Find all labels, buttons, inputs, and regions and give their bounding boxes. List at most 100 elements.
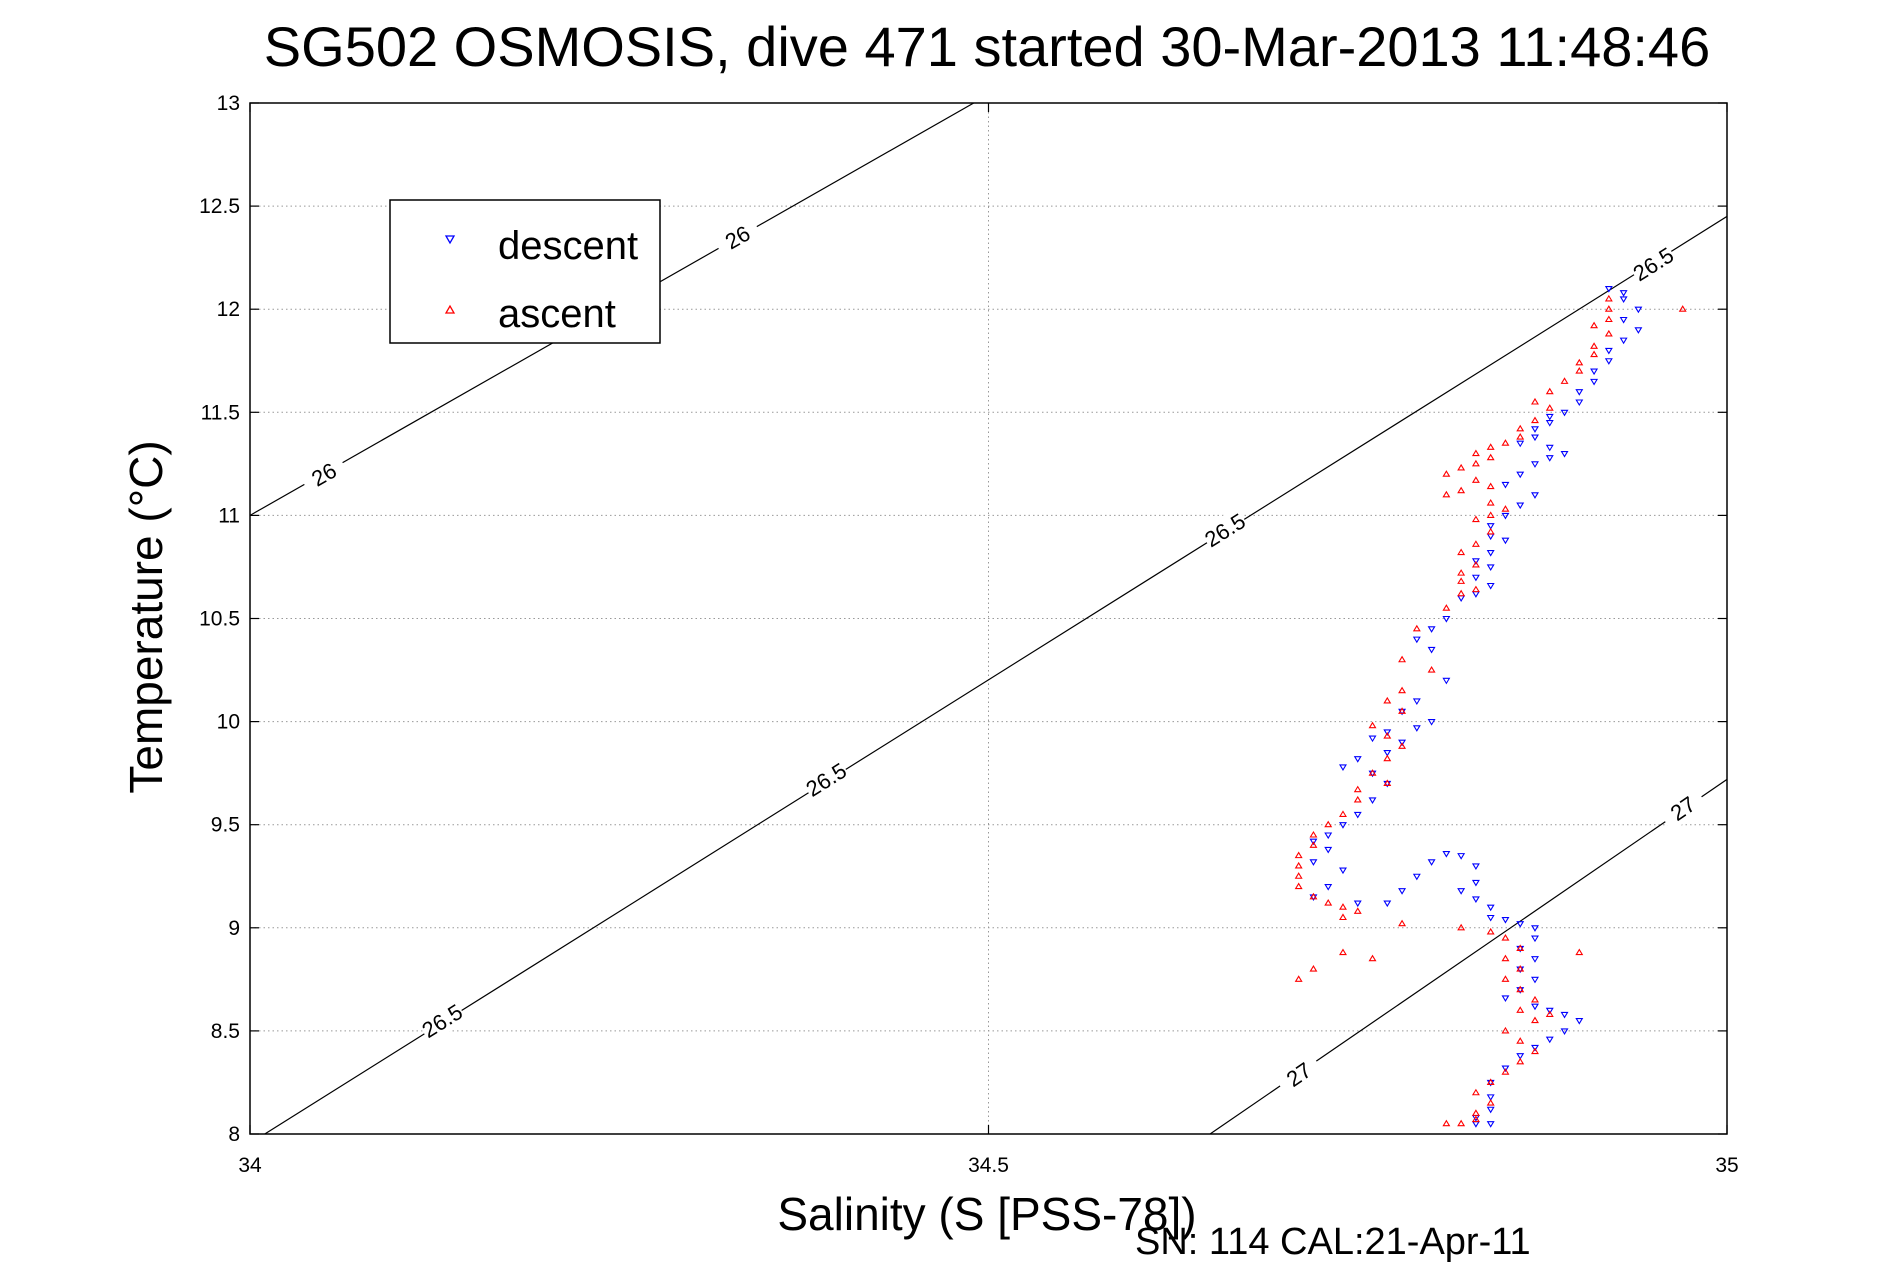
- y-tick-label: 8.5: [211, 1020, 240, 1043]
- descent-point: [1545, 413, 1554, 421]
- descent-point: [1412, 873, 1421, 881]
- ascent-point: [1516, 432, 1525, 440]
- ascent-point: [1486, 927, 1495, 935]
- ascent-point: [1457, 548, 1466, 556]
- descent-point: [1531, 461, 1539, 468]
- descent-point: [1427, 859, 1436, 866]
- descent-point: [1339, 822, 1347, 829]
- descent-point: [1486, 914, 1495, 922]
- descent-point: [1486, 523, 1495, 530]
- descent-point: [1619, 296, 1628, 303]
- descent-point: [1412, 698, 1421, 706]
- descent-point: [1531, 956, 1539, 963]
- serial-calibration-label: SN: 114 CAL:21-Apr-11: [1135, 1221, 1531, 1262]
- ascent-point: [1309, 892, 1318, 900]
- descent-point: [1531, 935, 1539, 943]
- y-tick-label: 9.5: [211, 814, 240, 837]
- descent-point: [1545, 1036, 1554, 1044]
- y-tick-label: 8: [228, 1123, 240, 1146]
- grid-lines: [250, 103, 1727, 1134]
- ascent-point: [1339, 913, 1347, 921]
- descent-point: [1442, 677, 1451, 685]
- descent-point: [1309, 859, 1318, 866]
- descent-point: [1486, 1121, 1495, 1128]
- descent-point: [1516, 502, 1525, 510]
- legend-box: [389, 199, 661, 344]
- ascent-point: [1486, 443, 1495, 450]
- descent-point: [1501, 917, 1510, 924]
- legend-descent-marker: [444, 235, 456, 245]
- ascent-point: [1486, 453, 1495, 461]
- ascent-point: [1486, 527, 1495, 535]
- descent-point: [1383, 900, 1392, 908]
- ascent-point: [1531, 995, 1539, 1003]
- descent-point: [1486, 564, 1495, 572]
- ascent-point: [1531, 397, 1539, 405]
- ascent-point: [1604, 315, 1613, 323]
- contour-label-background: [800, 756, 852, 803]
- ascent-point: [1383, 731, 1392, 739]
- density-contour-line: [264, 215, 1727, 1134]
- descent-point: [1531, 492, 1539, 499]
- y-tick-label: 10.5: [199, 608, 240, 631]
- ascent-point: [1604, 305, 1613, 312]
- ascent-point: [1383, 754, 1392, 762]
- ascent-point: [1457, 1119, 1466, 1127]
- ascent-point: [1501, 1026, 1510, 1034]
- descent-point: [1604, 286, 1613, 293]
- y-axis: 8 8.5 9 9.5 10 10.5 11 11.5 12 12.5 13: [199, 92, 1727, 1146]
- descent-point: [1501, 481, 1510, 489]
- data-points: [1294, 286, 1687, 1128]
- descent-point: [1471, 896, 1480, 904]
- ascent-point: [1398, 707, 1407, 714]
- descent-point: [1471, 863, 1480, 871]
- ascent-point: [1575, 366, 1584, 374]
- descent-point: [1324, 884, 1333, 891]
- descent-point: [1560, 450, 1569, 458]
- descent-point: [1560, 1011, 1569, 1019]
- descent-point: [1339, 764, 1347, 772]
- descent-point: [1412, 725, 1421, 732]
- ascent-point: [1442, 470, 1451, 477]
- descent-point: [1457, 888, 1466, 895]
- descent-point: [1427, 646, 1436, 654]
- descent-point: [1516, 1053, 1525, 1060]
- ascent-point: [1590, 321, 1599, 329]
- x-tick-label: 34.5: [968, 1154, 1009, 1177]
- descent-point: [1486, 1106, 1495, 1114]
- descent-point: [1368, 797, 1377, 805]
- contour-label-background: [1199, 507, 1251, 553]
- ascent-point: [1501, 934, 1510, 941]
- ascent-point: [1353, 795, 1362, 803]
- contour-label-background: [1627, 241, 1679, 287]
- ascent-point: [1501, 1068, 1510, 1075]
- ascent-point: [1368, 954, 1377, 962]
- descent-point: [1486, 904, 1495, 912]
- ascent-point: [1457, 577, 1466, 584]
- descent-point: [1339, 867, 1347, 875]
- descent-point: [1501, 537, 1510, 545]
- ascent-point: [1516, 424, 1525, 432]
- ascent-point: [1516, 1006, 1525, 1013]
- y-tick-label: 9: [228, 917, 240, 940]
- ascent-point: [1353, 785, 1362, 793]
- x-axis-label: Salinity (S [PSS-78]): [777, 1188, 1196, 1240]
- descent-point: [1471, 879, 1480, 887]
- descent-point: [1486, 533, 1495, 541]
- ascent-point: [1294, 975, 1303, 982]
- ascent-point: [1353, 907, 1362, 914]
- descent-point: [1516, 440, 1525, 448]
- descent-point: [1383, 749, 1392, 757]
- ascent-point: [1678, 305, 1687, 312]
- contour-label: 26.5: [802, 758, 852, 802]
- descent-point: [1619, 290, 1628, 297]
- descent-point: [1560, 409, 1569, 417]
- ascent-point: [1486, 1099, 1495, 1106]
- ascent-point: [1398, 686, 1407, 694]
- ascent-point: [1531, 416, 1539, 424]
- descent-point: [1398, 739, 1407, 747]
- ascent-point: [1368, 721, 1377, 729]
- ascent-point: [1442, 490, 1451, 498]
- descent-point: [1324, 846, 1333, 854]
